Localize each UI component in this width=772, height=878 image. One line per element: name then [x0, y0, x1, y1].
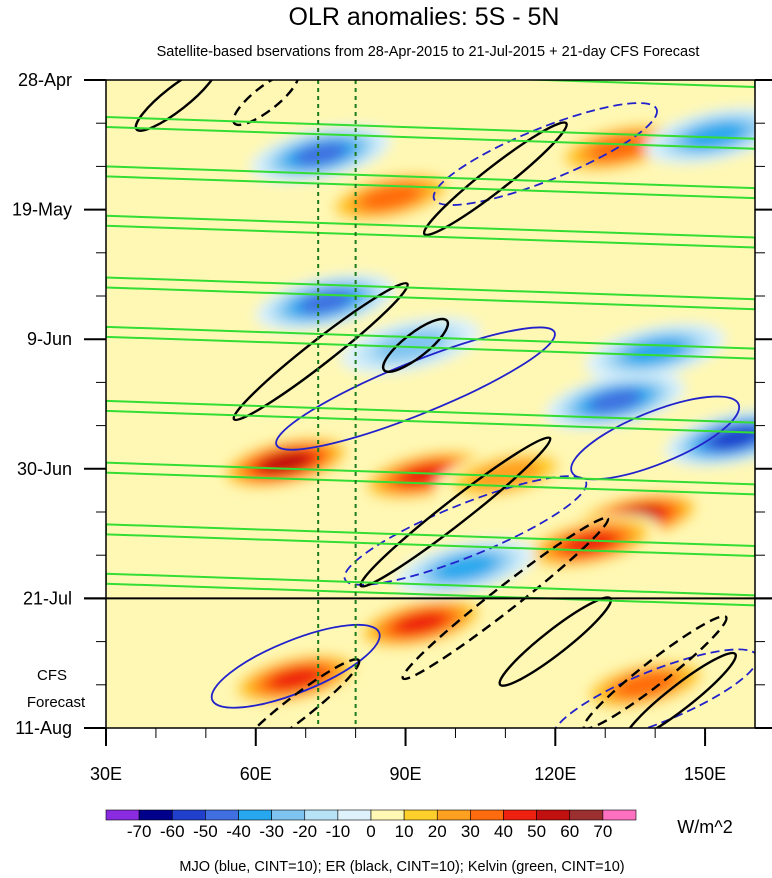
- cfs-label-line1: CFS: [37, 667, 67, 684]
- kelvin-contour-3: [106, 214, 755, 249]
- colorbar: -70 -60 -50 -40 -30 -20 -10 0 10 20 30 40 50 60 70: [105, 809, 637, 841]
- kelvin-contour-8: [106, 523, 755, 558]
- mjo-contour-5: [570, 395, 741, 481]
- anomaly-feature-15: [584, 322, 726, 381]
- frame-border: [105, 79, 756, 729]
- colorbar-units: W/m^2: [677, 817, 732, 837]
- anomaly-feature-6: [574, 656, 716, 714]
- x-tick-label-0: 30E: [90, 764, 122, 784]
- mjo-contour-2: [343, 475, 588, 586]
- y-tick-label-2: 9-Jun: [27, 329, 72, 349]
- y-tick-label-1: 19-May: [12, 200, 72, 220]
- er-contour-1: [232, 80, 300, 127]
- plot-frame: [84, 79, 772, 729]
- er-contour-4: [359, 436, 552, 588]
- colorbar-swatch-1: [138, 809, 173, 821]
- colorbar-label-10: 30: [461, 822, 480, 841]
- colorbar-swatch-12: [503, 809, 537, 821]
- colorbar-swatch-0: [105, 809, 140, 821]
- kelvin-contour-5: [106, 325, 755, 360]
- kelvin-contour-6: [106, 399, 755, 434]
- reference-meridians: [317, 80, 357, 728]
- colorbar-label-13: 60: [560, 822, 579, 841]
- colorbar-swatch-14: [569, 809, 604, 821]
- colorbar-label-5: -20: [292, 822, 317, 841]
- colorbar-swatch-4: [238, 809, 272, 821]
- mjo-contour-4: [551, 648, 755, 728]
- kelvin-contour-2: [106, 165, 755, 200]
- plot-area: [106, 80, 755, 728]
- colorbar-label-8: 10: [395, 822, 414, 841]
- er-contour-3: [232, 281, 409, 422]
- colorbar-label-6: -10: [326, 822, 351, 841]
- mjo-contour-1: [275, 326, 556, 451]
- y-tick-label-4: 21-Jul: [23, 588, 72, 608]
- colorbar-swatch-5: [271, 809, 306, 821]
- colorbar-label-14: 70: [593, 822, 612, 841]
- colorbar-label-2: -50: [193, 822, 218, 841]
- er-contour-0: [134, 80, 218, 132]
- y-tick-label-5: 11-Aug: [15, 718, 72, 738]
- anomaly-feature-14: [394, 538, 537, 597]
- kelvin-contour-7: [106, 461, 755, 496]
- x-axis: 30E 60E 90E 120E 150E: [90, 728, 726, 784]
- colorbar-label-0: -70: [127, 822, 152, 841]
- mjo-contour-0: [432, 102, 658, 206]
- colorbar-swatch-13: [536, 809, 571, 821]
- kelvin-contour-4: [106, 276, 755, 311]
- colorbar-label-1: -60: [160, 822, 185, 841]
- legend-footer: MJO (blue, CINT=10); ER (black, CINT=10)…: [179, 859, 624, 875]
- colorbar-swatch-2: [171, 809, 206, 821]
- anomaly-feature-12: [664, 409, 755, 467]
- er-contour-2: [422, 121, 568, 237]
- kelvin-contour-1: [106, 116, 755, 150]
- er-contour-10: [381, 317, 450, 373]
- chart-title: OLR anomalies: 5S - 5N: [289, 3, 560, 31]
- er-contour-7: [623, 651, 737, 728]
- colorbar-swatch-15: [602, 809, 637, 821]
- colorbar-label-4: -30: [259, 822, 284, 841]
- anomaly-feature-2: [519, 514, 661, 572]
- x-tick-label-1: 60E: [240, 764, 272, 784]
- colorbar-swatch-8: [370, 809, 405, 821]
- y-axis: 28-Apr 19-May 9-Jun 30-Jun 21-Jul 11-Aug: [12, 70, 772, 738]
- colorbar-label-7: 0: [366, 822, 375, 841]
- x-tick-label-3: 120E: [534, 764, 576, 784]
- kelvin-contour-9: [106, 572, 755, 607]
- mjo-contours: [210, 102, 755, 728]
- kelvin-contours: [106, 80, 755, 607]
- colorbar-label-3: -40: [226, 822, 251, 841]
- cfs-label-line2: Forecast: [27, 694, 86, 711]
- colorbar-swatch-9: [403, 809, 438, 821]
- colorbar-swatch-10: [436, 809, 471, 821]
- colorbar-label-12: 50: [527, 822, 546, 841]
- mjo-contour-3: [210, 623, 381, 709]
- colorbar-swatch-6: [304, 809, 339, 821]
- colorbar-swatch-3: [205, 809, 239, 821]
- chart-subtitle: Satellite-based bservations from 28-Apr-…: [157, 44, 700, 60]
- colorbar-label-9: 20: [428, 822, 447, 841]
- colorbar-label-11: 40: [494, 822, 513, 841]
- colorbar-swatch-7: [337, 809, 372, 821]
- x-tick-label-2: 90E: [390, 764, 422, 784]
- colorbar-swatch-11: [470, 809, 504, 821]
- er-contour-9: [231, 658, 361, 728]
- y-tick-label-3: 30-Jun: [17, 459, 72, 479]
- x-tick-label-4: 150E: [684, 764, 726, 784]
- y-tick-label-0: 28-Apr: [18, 70, 72, 90]
